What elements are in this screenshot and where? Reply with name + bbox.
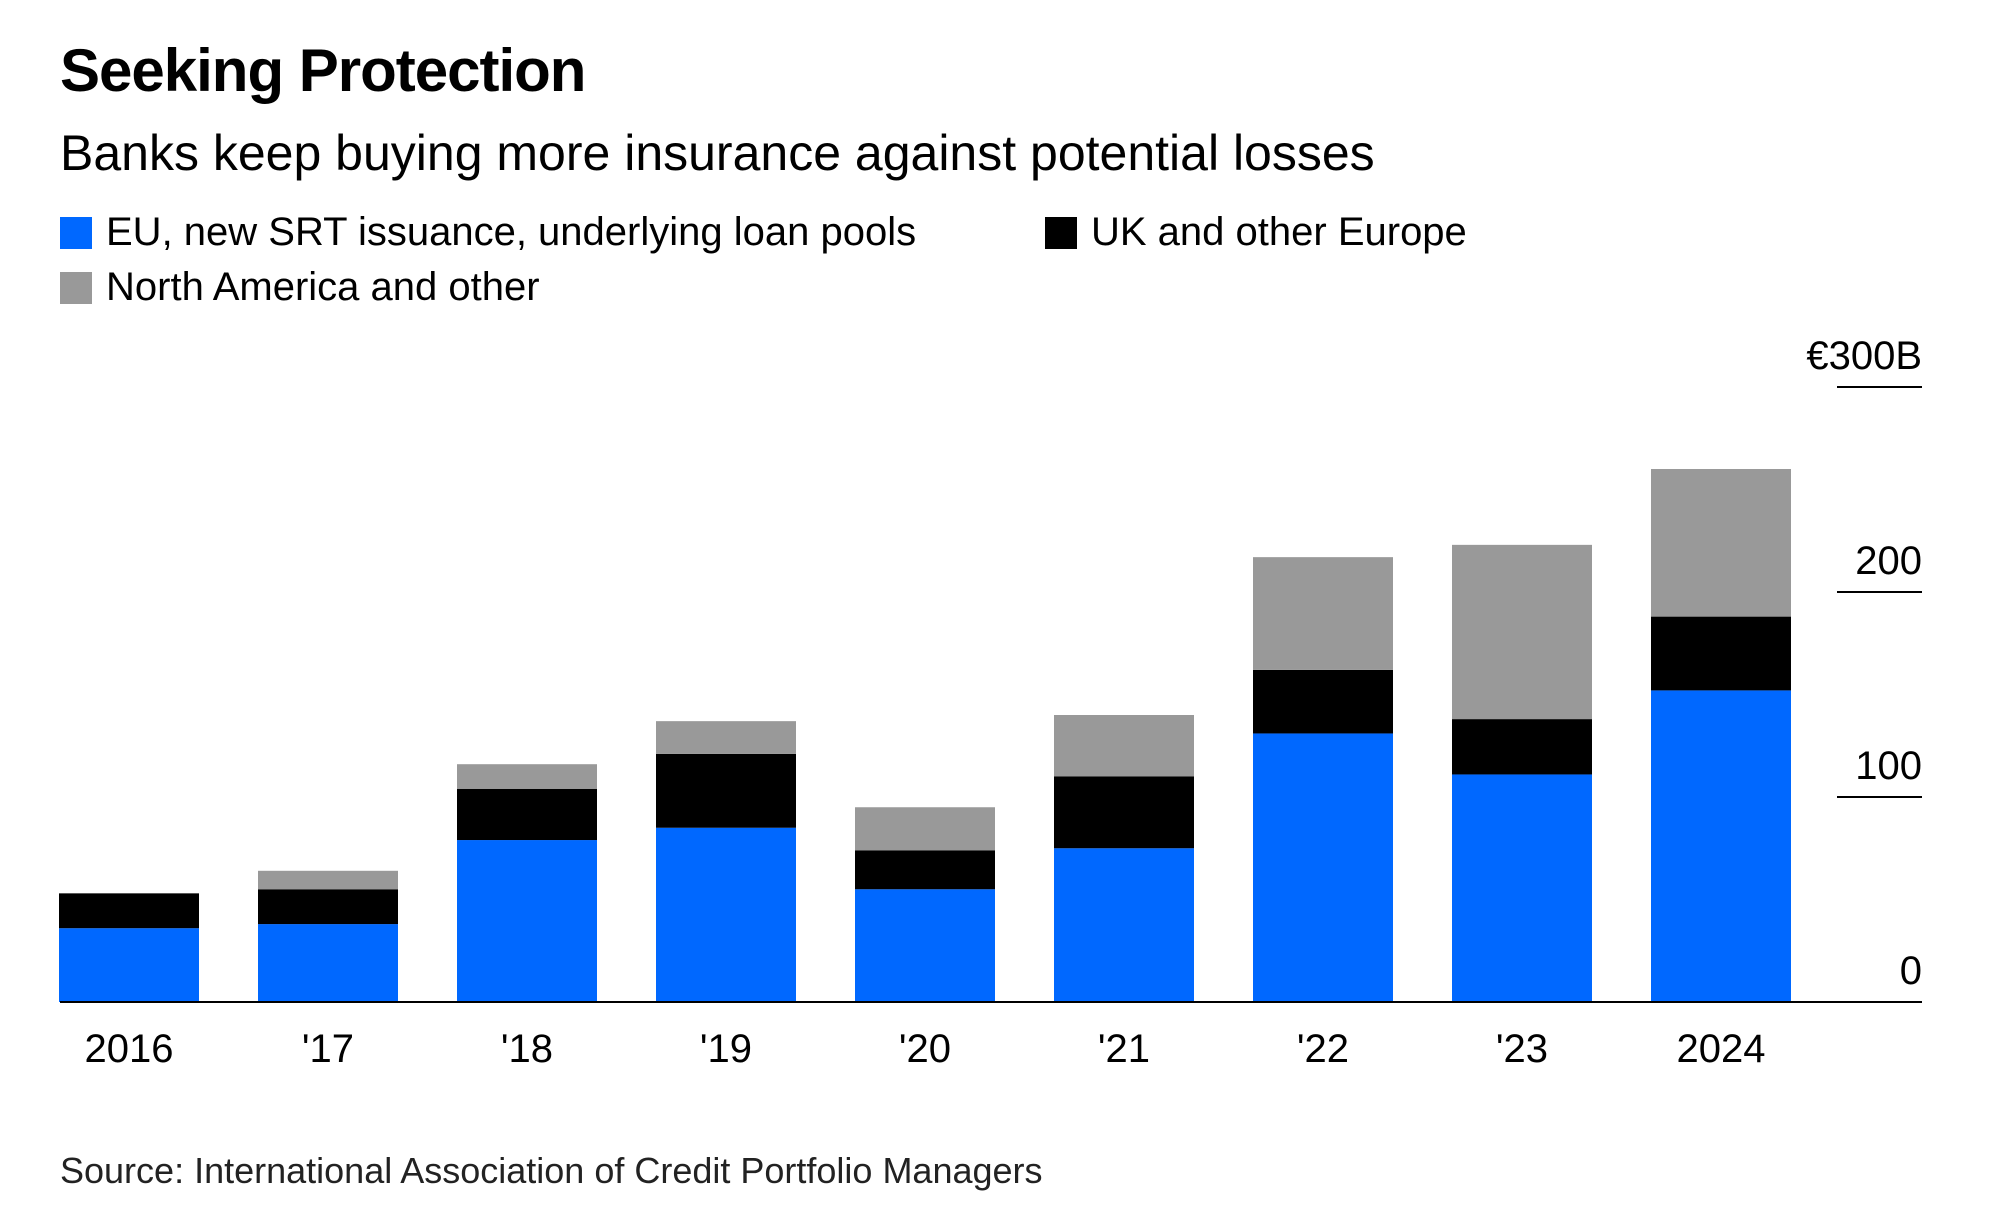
chart-title: Seeking Protection	[60, 37, 586, 104]
y-tick-label: 200	[1855, 539, 1922, 583]
x-tick-label: 2024	[1677, 1027, 1766, 1071]
y-tick-label: 0	[1900, 949, 1922, 993]
y-axis: 0 100 200 €300B	[1806, 334, 1922, 993]
legend-item-na: North America and other	[60, 265, 540, 310]
bar-uk-3	[656, 753, 796, 828]
bar-na-7	[1452, 544, 1592, 720]
bar-na-5	[1054, 715, 1194, 777]
x-axis: 2016 '17 '18 '19 '20 '21 '22 '23 2024	[60, 1001, 1922, 1071]
bar-uk-8	[1651, 616, 1791, 691]
y-tick-label: €300B	[1806, 334, 1922, 378]
legend-item-uk: UK and other Europe	[1045, 210, 1467, 255]
bar-uk-6	[1253, 669, 1393, 734]
legend-swatch-eu	[60, 216, 92, 249]
source-note: Source: International Association of Cre…	[60, 1150, 1043, 1191]
bar-na-6	[1253, 557, 1393, 670]
x-tick-label: '20	[899, 1027, 951, 1071]
legend-label-na: North America and other	[106, 265, 540, 309]
bar-eu-6	[1253, 733, 1393, 1002]
y-tick-label: 100	[1855, 744, 1922, 788]
bar-eu-8	[1651, 690, 1791, 1002]
bar-eu-2	[457, 840, 597, 1002]
bar-uk-0	[59, 893, 199, 929]
x-tick-label: '17	[302, 1027, 354, 1071]
bar-uk-5	[1054, 776, 1194, 849]
legend-label-uk: UK and other Europe	[1091, 210, 1467, 254]
bar-eu-5	[1054, 848, 1194, 1002]
bars-group	[59, 469, 1791, 1002]
bar-eu-4	[855, 889, 995, 1002]
legend-item-eu: EU, new SRT issuance, underlying loan po…	[60, 210, 916, 255]
bar-eu-1	[258, 924, 398, 1002]
bar-uk-2	[457, 788, 597, 841]
bar-uk-4	[855, 850, 995, 890]
legend-label-eu: EU, new SRT issuance, underlying loan po…	[106, 210, 917, 254]
bar-na-4	[855, 807, 995, 851]
legend-swatch-uk	[1045, 216, 1077, 249]
bar-uk-1	[258, 889, 398, 925]
bar-na-8	[1651, 469, 1791, 617]
x-tick-label: '21	[1098, 1027, 1150, 1071]
x-tick-label: '23	[1496, 1027, 1548, 1071]
legend-swatch-na	[60, 271, 92, 304]
x-tick-label: '18	[501, 1027, 553, 1071]
bar-na-1	[258, 870, 398, 890]
bar-na-3	[656, 721, 796, 754]
bar-uk-7	[1452, 719, 1592, 775]
bar-eu-7	[1452, 774, 1592, 1002]
x-tick-label: '22	[1297, 1027, 1349, 1071]
x-tick-label: 2016	[85, 1027, 174, 1071]
bar-na-2	[457, 764, 597, 789]
x-tick-label: '19	[700, 1027, 752, 1071]
chart-subtitle: Banks keep buying more insurance against…	[60, 125, 1375, 181]
bar-eu-0	[59, 928, 199, 1002]
bar-eu-3	[656, 827, 796, 1002]
